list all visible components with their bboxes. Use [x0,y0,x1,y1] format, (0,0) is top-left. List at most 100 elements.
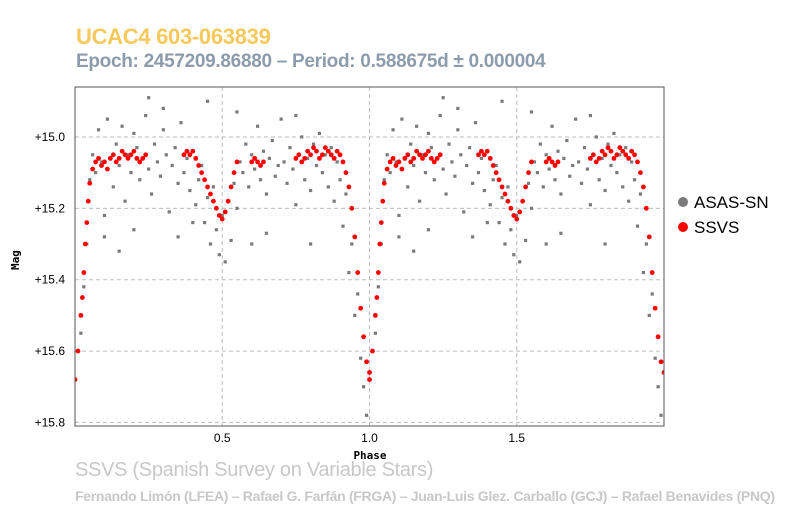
data-point [99,160,104,164]
data-point [381,180,387,186]
data-point [293,155,299,161]
data-point [305,148,311,154]
data-point [252,155,258,161]
data-point [110,152,116,158]
data-point [621,185,625,189]
data-point [606,142,610,146]
data-point [188,188,192,193]
data-point [555,159,561,165]
data-point [370,348,375,354]
data-point [273,174,277,178]
data-point [568,174,572,178]
data-point [344,192,348,196]
data-point [158,174,163,178]
data-point [181,152,187,158]
data-point [629,148,635,154]
data-point [465,163,469,168]
data-point [164,153,168,157]
data-point [447,142,451,146]
data-point [234,159,240,165]
data-point [488,203,492,207]
x-tick-label: 1.5 [508,431,525,445]
data-point [88,178,92,182]
data-point [518,260,522,264]
data-point [129,171,133,175]
data-point [96,155,101,161]
data-point [228,184,234,190]
x-axis-label: Phase [353,449,386,462]
data-point [553,178,557,182]
data-point [659,413,663,417]
data-point [222,209,228,215]
data-point [500,196,504,200]
data-point [250,242,254,246]
data-point [523,238,528,243]
data-point [638,192,643,196]
data-point [282,160,286,164]
data-point [617,145,623,151]
data-point [649,270,655,275]
data-point [329,146,333,150]
data-point [414,148,420,154]
data-point [565,138,569,143]
data-point [328,152,334,158]
data-point [356,292,360,296]
data-point [309,188,313,193]
data-point [244,142,248,146]
data-point [658,359,664,365]
data-point [535,171,539,175]
data-point [300,135,304,139]
data-point [576,160,581,164]
data-point [241,171,245,175]
data-point [225,198,231,204]
data-point [335,160,339,164]
data-point [105,117,109,121]
data-point [267,156,271,160]
data-point [114,142,118,146]
data-point [299,159,305,165]
data-point [311,142,316,146]
chart-subtitle: Epoch: 2457209.86880 – Period: 0.588675d… [76,51,546,72]
data-point [132,228,136,232]
data-point [544,153,548,157]
data-point [594,135,598,139]
data-point [470,235,475,239]
data-point [347,270,351,275]
data-point [502,191,508,197]
data-point [90,166,96,172]
data-point [128,152,134,158]
data-point [200,163,204,168]
data-point [235,110,239,114]
data-point [349,205,355,211]
data-point [323,153,327,157]
data-point [87,180,93,186]
data-point [99,163,104,168]
data-point [571,163,575,168]
data-point [393,163,399,168]
x-tick-label: 0.5 [214,431,231,445]
series-ssvs [75,145,664,383]
data-point [603,188,607,193]
data-point [205,99,210,103]
data-point [482,188,486,193]
data-point [511,213,517,218]
data-point [641,270,645,275]
data-point [387,159,393,165]
data-point [635,159,640,165]
data-point [614,152,620,158]
data-point [624,146,628,150]
data-point [208,242,213,246]
data-point [603,242,607,246]
data-point [508,205,514,211]
data-point [303,178,307,182]
data-point [656,385,660,389]
data-point [623,152,629,158]
data-point [264,231,269,235]
data-point [249,159,255,165]
data-point [647,313,651,317]
data-point [515,213,519,218]
data-point [380,198,386,204]
data-point [509,228,513,232]
plot-frame [74,86,665,427]
